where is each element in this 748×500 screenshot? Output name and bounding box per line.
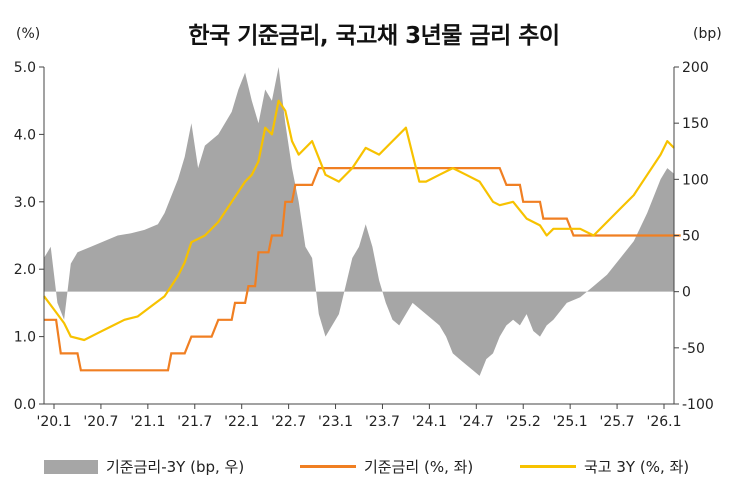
x-tick-label: '24.1 [412,414,447,430]
right-tick-label: 150 [682,116,709,132]
chart-title: 한국 기준금리, 국고채 3년물 금리 추이 [188,23,560,49]
series-base-rate-line [44,167,681,372]
x-tick-label: '25.2 [506,414,541,430]
left-tick-label: 5.0 [14,60,36,76]
chart-legend: 기준금리-3Y (bp, 우) 기준금리 (%, 좌) 국고 3Y (%, 좌) [0,448,748,488]
left-axis-unit: (%) [16,26,41,42]
left-tick-label: 2.0 [14,262,36,278]
right-tick-label: 0 [682,285,691,301]
left-tick-label: 3.0 [14,195,36,211]
legend-swatch-ktb3y [520,465,576,468]
legend-item-ktb3y: 국고 3Y (%, 좌) [520,456,689,477]
right-tick-label: 50 [682,229,700,245]
x-tick-label: '20.1 [36,414,71,430]
legend-label-ktb3y: 국고 3Y (%, 좌) [584,458,690,476]
right-axis-unit: (bp) [693,26,722,42]
right-tick-label: -50 [682,341,705,357]
legend-label-spread: 기준금리-3Y (bp, 우) [106,458,245,476]
right-tick-label: 100 [682,172,709,188]
legend-label-base-rate: 기준금리 (%, 좌) [364,458,474,476]
legend-swatch-spread [44,459,98,474]
x-tick-label: '20.7 [83,414,118,430]
x-tick-label: '25.1 [553,414,588,430]
right-tick-label: 200 [682,60,709,76]
left-tick-label: 1.0 [14,330,36,346]
legend-swatch-base-rate [300,465,356,468]
x-tick-label: '23.7 [365,414,400,430]
x-tick-label: '23.1 [318,414,353,430]
legend-item-base-rate: 기준금리 (%, 좌) [300,456,473,477]
legend-item-spread: 기준금리-3Y (bp, 우) [44,456,244,477]
x-tick-label: '21.7 [177,414,212,430]
series-spread-area [44,67,674,376]
left-tick-label: 4.0 [14,127,36,143]
x-tick-label: '26.1 [646,414,681,430]
right-tick-label: -100 [682,397,714,413]
x-tick-label: '21.1 [130,414,165,430]
series-ktb3y-line [43,99,675,342]
x-tick-label: '24.7 [459,414,494,430]
left-tick-label: 0.0 [14,397,36,413]
x-tick-label: '22.1 [224,414,259,430]
x-tick-label: '22.7 [271,414,306,430]
x-tick-label: '25.7 [600,414,635,430]
